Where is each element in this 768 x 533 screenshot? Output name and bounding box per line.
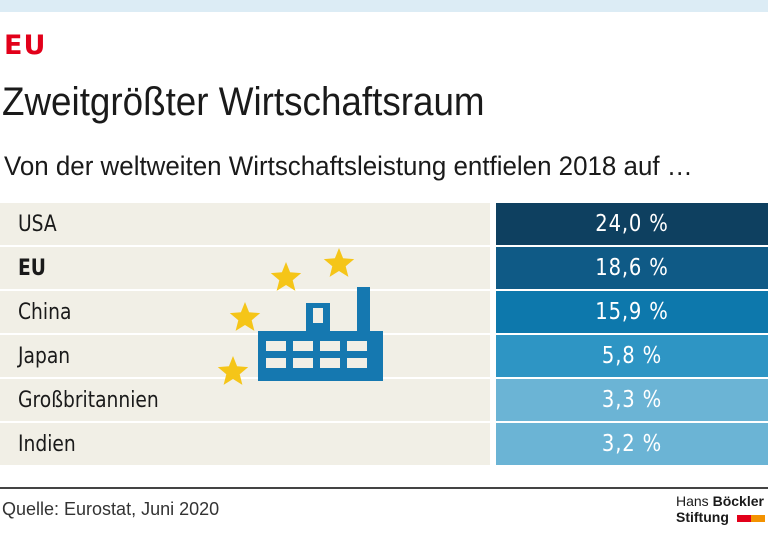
top-bar — [0, 0, 768, 12]
row-label-cell: Japan — [0, 335, 490, 377]
table-row: Großbritannien 3,3 % — [0, 379, 768, 421]
row-value-cell: 3,3 % — [496, 379, 768, 421]
kicker: EU — [4, 30, 47, 61]
star-icon — [217, 356, 249, 385]
row-value: 3,2 % — [601, 431, 663, 457]
logo-text-bold: Böckler — [712, 493, 764, 509]
logo: Hans Böckler Stiftung — [676, 493, 765, 525]
row-value-cell: 5,8 % — [496, 335, 768, 377]
logo-mark — [736, 515, 751, 522]
row-label: Indien — [18, 432, 76, 457]
row-label: Japan — [18, 344, 71, 369]
row-value: 5,8 % — [601, 343, 663, 369]
row-label: Großbritannien — [18, 388, 159, 413]
star-icon — [229, 302, 261, 331]
logo-text: Hans — [676, 493, 713, 509]
row-value: 15,9 % — [595, 299, 669, 325]
star-icon — [270, 262, 302, 291]
row-value-cell: 24,0 % — [496, 203, 768, 245]
row-value-cell: 15,9 % — [496, 291, 768, 333]
row-label: China — [18, 300, 72, 325]
source-note: Quelle: Eurostat, Juni 2020 — [2, 499, 220, 519]
row-value-cell: 3,2 % — [496, 423, 768, 465]
row-value: 18,6 % — [595, 255, 669, 281]
star-icon — [323, 248, 355, 277]
chimney — [357, 287, 370, 332]
row-value: 24,0 % — [595, 211, 669, 237]
table-row: EU 18,6 % — [0, 247, 768, 289]
row-label-cell: Großbritannien — [0, 379, 490, 421]
logo-mark-2 — [750, 515, 765, 522]
row-label-cell: Indien — [0, 423, 490, 465]
table-row: Japan 5,8 % — [0, 335, 768, 377]
table-row: China 15,9 % — [0, 291, 768, 333]
logo-text-2: Stiftung — [676, 509, 729, 525]
page-title: Zweitgrößter Wirtschaftsraum — [2, 80, 485, 124]
row-value: 3,3 % — [601, 387, 663, 413]
footer-divider — [0, 487, 768, 489]
row-value-cell: 18,6 % — [496, 247, 768, 289]
row-label: USA — [18, 212, 57, 237]
row-label-cell: EU — [0, 247, 490, 289]
row-label-cell: USA — [0, 203, 490, 245]
factory-icon — [217, 248, 383, 385]
subtitle: Von der weltweiten Wirtschaftsleistung e… — [4, 151, 693, 181]
table-row: USA 24,0 % — [0, 203, 768, 245]
table-row: Indien 3,2 % — [0, 423, 768, 465]
row-label: EU — [18, 256, 46, 281]
